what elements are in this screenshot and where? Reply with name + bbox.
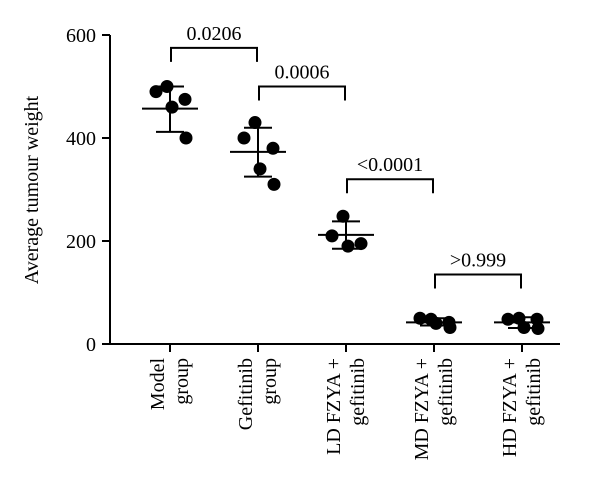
data-point: [149, 85, 163, 99]
data-point: [517, 321, 531, 335]
significance-brackets: 0.0206 0.0006 <0.0001 >0.999: [170, 23, 522, 289]
x-tick-label: Gefitinib: [235, 358, 257, 430]
data-point: [253, 162, 267, 176]
data-point: [248, 116, 262, 130]
y-tick-label: 200: [66, 231, 96, 253]
x-tick-label: gefitinib: [523, 358, 545, 426]
x-tick-label: gefitinib: [435, 358, 457, 426]
y-tick-label: 600: [66, 25, 96, 47]
data-point: [429, 316, 443, 330]
data-point: [354, 237, 368, 251]
data-point: [267, 177, 281, 191]
data-point: [266, 141, 280, 155]
y-tick-label: 400: [66, 128, 96, 150]
p-value-label: 0.0206: [187, 23, 242, 45]
y-axis-label: Average tumour weight: [21, 95, 43, 284]
x-tick-label: Model: [147, 358, 169, 411]
x-tick-label: HD FZYA +: [499, 358, 521, 457]
error-bars: [142, 85, 550, 330]
x-tick-label: group: [171, 358, 193, 405]
data-point: [531, 322, 545, 336]
axes: [109, 35, 560, 345]
p-value-label: <0.0001: [357, 154, 423, 176]
comparison-bracket: [258, 85, 346, 101]
p-value-label: 0.0006: [275, 62, 330, 84]
data-point: [336, 209, 350, 223]
x-ticks: Model group Gefitinib group LD FZYA + gefitin…: [147, 344, 545, 460]
x-tick-label: gefitinib: [347, 358, 369, 426]
x-tick-label: group: [259, 358, 281, 405]
comparison-bracket: [170, 46, 258, 62]
comparison-bracket: [346, 178, 434, 194]
y-ticks: 0 200 400 600: [66, 25, 110, 356]
data-point: [237, 131, 251, 145]
data-point: [501, 312, 515, 326]
data-point: [165, 100, 179, 114]
p-value-label: >0.999: [450, 249, 506, 271]
data-point: [160, 80, 174, 93]
data-point: [325, 229, 339, 243]
x-tick-label: MD FZYA +: [411, 358, 433, 460]
data-point: [413, 311, 427, 325]
data-point: [179, 131, 193, 145]
y-tick-label: 0: [86, 334, 96, 356]
data-point: [341, 239, 355, 253]
data-point: [443, 321, 457, 335]
x-tick-label: LD FZYA +: [323, 358, 345, 455]
data-point: [178, 92, 192, 106]
comparison-bracket: [434, 273, 522, 289]
data-points: [149, 80, 545, 336]
